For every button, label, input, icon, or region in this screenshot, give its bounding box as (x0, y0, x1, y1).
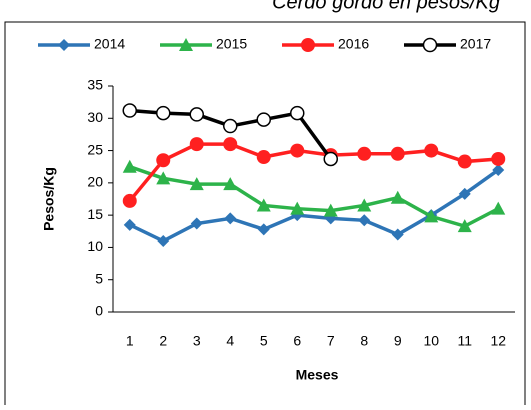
marker (123, 218, 136, 231)
marker (122, 103, 137, 118)
marker (189, 107, 204, 122)
y-tick-label: 35 (87, 77, 103, 93)
marker (156, 153, 171, 168)
chart-title: Cerdo gordo en pesos/Kg (272, 0, 500, 13)
marker (357, 198, 372, 212)
y-tick-label: 15 (87, 206, 103, 222)
x-tick-label: 6 (293, 333, 301, 349)
marker (157, 234, 170, 247)
marker (390, 190, 405, 204)
legend-label: 2015 (216, 36, 247, 52)
marker (122, 193, 137, 208)
y-axis-label: Pesos/Kg (41, 167, 57, 231)
marker (189, 137, 204, 152)
marker (458, 187, 471, 200)
marker (424, 143, 439, 158)
marker (491, 201, 506, 215)
series-line (128, 168, 500, 243)
marker (156, 105, 171, 121)
y-tick-label: 25 (87, 141, 103, 157)
marker (424, 209, 439, 223)
y-tick-label: 20 (87, 174, 103, 190)
marker (290, 201, 305, 215)
marker (290, 105, 305, 121)
x-tick-label: 12 (490, 333, 506, 349)
series-line (129, 165, 500, 228)
x-tick-label: 2 (159, 333, 167, 349)
marker (256, 150, 271, 165)
x-tick-label: 4 (226, 333, 234, 349)
marker (492, 163, 505, 176)
marker (290, 143, 305, 158)
marker (491, 151, 506, 166)
chart-border (4, 21, 526, 410)
marker (58, 39, 70, 51)
x-tick-label: 5 (260, 333, 268, 349)
legend-label: 2016 (338, 36, 369, 52)
marker (223, 137, 238, 152)
marker (256, 112, 271, 127)
legend-label: 2014 (94, 36, 125, 52)
x-tick-label: 11 (457, 333, 472, 349)
series-line (128, 142, 499, 203)
marker (223, 118, 238, 134)
marker (358, 214, 371, 227)
x-tick-label: 7 (327, 333, 335, 349)
marker (189, 177, 204, 191)
x-tick-label: 9 (394, 333, 402, 349)
marker (391, 228, 404, 241)
y-tick-label: 10 (87, 238, 103, 254)
x-tick-label: 1 (126, 333, 134, 349)
legend-label: 2017 (460, 36, 491, 52)
x-tick-label: 8 (360, 333, 368, 349)
marker (422, 37, 438, 53)
y-tick-label: 5 (95, 270, 103, 286)
x-tick-label: 10 (423, 333, 439, 349)
marker (323, 151, 338, 167)
x-axis-label: Meses (296, 367, 339, 383)
marker (190, 217, 203, 230)
marker (256, 198, 271, 212)
marker (257, 223, 270, 236)
marker (357, 146, 372, 161)
marker (390, 146, 405, 161)
marker (457, 154, 472, 169)
marker (323, 203, 338, 217)
x-tick-label: 3 (193, 333, 201, 349)
marker (179, 38, 193, 51)
y-tick-label: 30 (87, 109, 103, 125)
marker (457, 219, 472, 233)
y-tick-label: 0 (95, 303, 103, 319)
marker (224, 212, 237, 225)
marker (156, 171, 171, 185)
marker (301, 38, 315, 52)
marker (223, 177, 238, 191)
marker (122, 159, 137, 173)
